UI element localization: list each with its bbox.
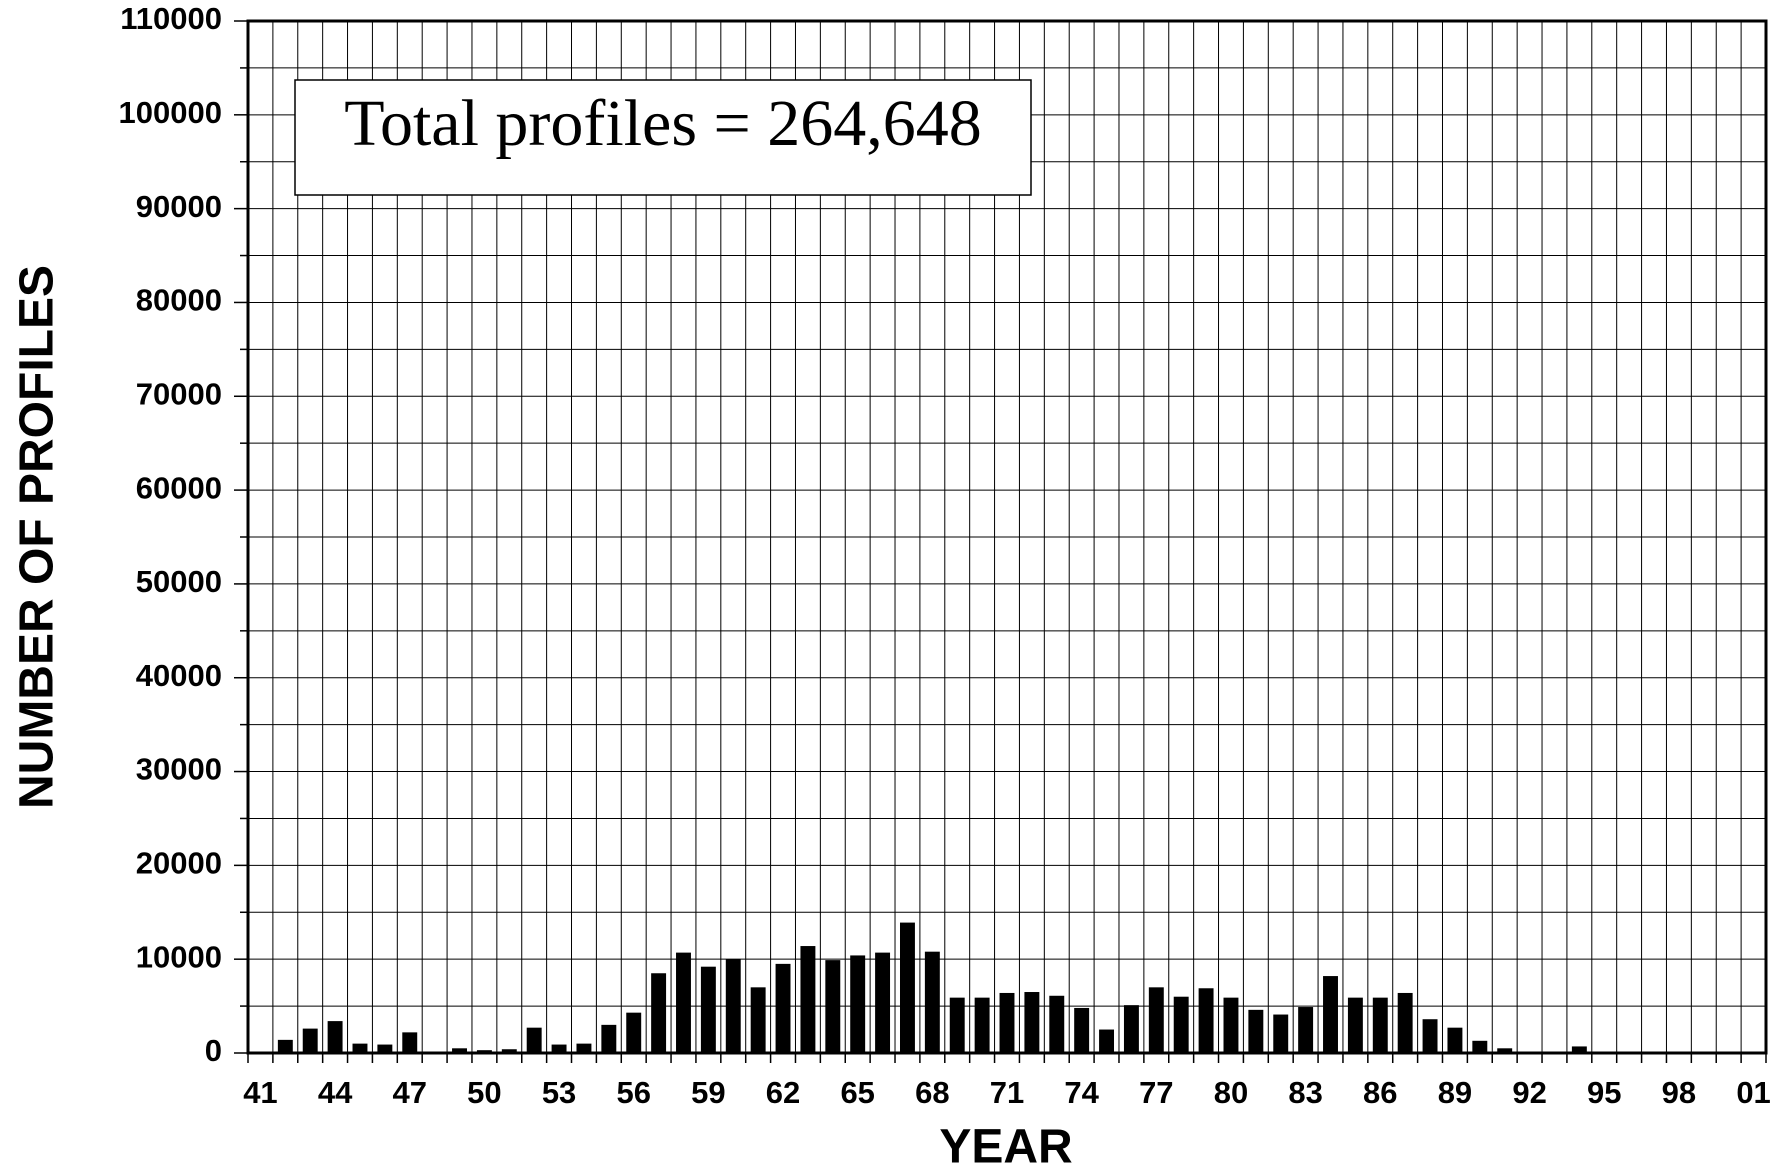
- bar: [1472, 1040, 1488, 1053]
- bar: [999, 992, 1015, 1053]
- y-tick-label: 30000: [136, 752, 222, 787]
- y-tick-label: 50000: [136, 564, 222, 599]
- bar: [1298, 1007, 1314, 1053]
- bar: [700, 966, 716, 1053]
- bar: [825, 960, 841, 1053]
- bar: [1372, 997, 1388, 1053]
- bar: [850, 955, 866, 1053]
- annotation: Total profiles = 264,648: [344, 87, 982, 160]
- x-tick-label: 62: [766, 1075, 800, 1110]
- bar: [452, 1048, 467, 1053]
- x-tick-label: 80: [1214, 1075, 1248, 1110]
- bar: [1571, 1046, 1587, 1053]
- x-axis-title: YEAR: [939, 1121, 1072, 1170]
- y-tick-label: 110000: [120, 1, 222, 36]
- bar: [750, 987, 766, 1053]
- bar: [377, 1044, 393, 1053]
- bar: [1123, 1005, 1139, 1053]
- y-tick-label: 20000: [136, 846, 222, 881]
- x-tick-label: 86: [1363, 1075, 1397, 1110]
- plot-frame: [246, 19, 1768, 1055]
- x-tick-label: 65: [840, 1075, 874, 1110]
- bar: [651, 973, 667, 1053]
- bar: [551, 1044, 567, 1053]
- bar: [1323, 976, 1338, 1053]
- bar: [1497, 1048, 1513, 1053]
- bar: [1223, 997, 1239, 1053]
- x-tick-label: 44: [318, 1075, 353, 1110]
- y-tick-label: 80000: [136, 283, 222, 318]
- x-tick-label: 41: [243, 1075, 277, 1110]
- bar: [974, 997, 990, 1053]
- bar: [1347, 997, 1363, 1053]
- bar: [1099, 1029, 1115, 1053]
- y-tick-label: 70000: [136, 376, 222, 411]
- bar: [576, 1043, 592, 1053]
- bar: [1173, 996, 1189, 1053]
- x-tick-label: 74: [1064, 1075, 1099, 1110]
- bar: [277, 1039, 293, 1053]
- y-tick-label: 40000: [136, 658, 222, 693]
- y-tick-label: 0: [205, 1033, 222, 1068]
- x-tick-label: 83: [1288, 1075, 1322, 1110]
- x-tick-label: 98: [1662, 1075, 1696, 1110]
- bar: [1273, 1014, 1289, 1053]
- bar: [1198, 988, 1214, 1053]
- bar: [1049, 995, 1065, 1053]
- x-tick-label: 89: [1438, 1075, 1472, 1110]
- bar: [1248, 1009, 1264, 1053]
- x-tick-label: 68: [915, 1075, 949, 1110]
- x-tick-label: 59: [691, 1075, 725, 1110]
- bar: [676, 952, 691, 1053]
- bar: [875, 952, 891, 1053]
- annotation-box: [294, 79, 1032, 196]
- x-tick-label: 50: [467, 1075, 501, 1110]
- y-tick-label: 60000: [136, 470, 222, 505]
- x-tick-label: 56: [616, 1075, 650, 1110]
- x-tick-label: 77: [1139, 1075, 1173, 1110]
- bar: [352, 1043, 368, 1053]
- x-tick-label: 47: [393, 1075, 427, 1110]
- bar: [1148, 987, 1164, 1053]
- x-tick-label: 95: [1587, 1075, 1621, 1110]
- bar: [1397, 992, 1413, 1053]
- x-tick-label: 01: [1736, 1075, 1770, 1110]
- y-axis-title: NUMBER OF PROFILES: [11, 265, 64, 809]
- bar: [775, 963, 791, 1053]
- x-tick-label: 71: [990, 1075, 1024, 1110]
- bar: [526, 1027, 542, 1053]
- bar: [924, 951, 940, 1053]
- bar: [626, 1012, 642, 1053]
- x-tick-label: 53: [542, 1075, 576, 1110]
- bar: [327, 1021, 343, 1053]
- y-tick-label: 10000: [136, 939, 222, 974]
- bar: [601, 1024, 617, 1053]
- bar: [800, 946, 816, 1053]
- y-tick-label: 100000: [119, 95, 222, 130]
- bar: [402, 1032, 418, 1053]
- y-tick-label: 90000: [136, 189, 222, 224]
- bar: [1447, 1027, 1463, 1053]
- bar: [1074, 1007, 1090, 1053]
- x-tick-label: 92: [1512, 1075, 1546, 1110]
- bar: [501, 1049, 517, 1053]
- bar: [725, 959, 741, 1053]
- bar: [949, 997, 965, 1053]
- bar: [899, 922, 915, 1053]
- bar: [302, 1028, 318, 1053]
- bar: [1422, 1019, 1438, 1053]
- bar: [1024, 992, 1040, 1053]
